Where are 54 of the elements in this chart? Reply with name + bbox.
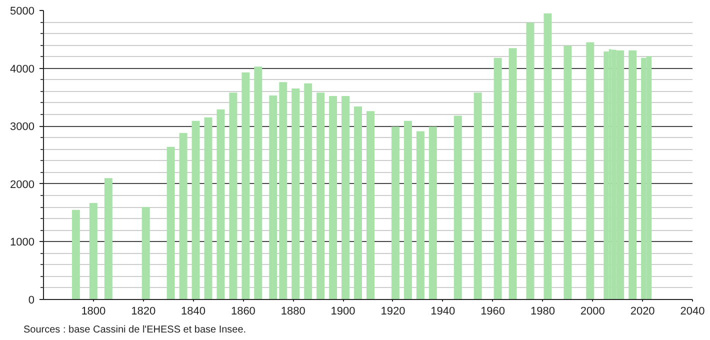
bar — [72, 210, 80, 300]
bar — [404, 120, 412, 300]
x-tick-label: 1920 — [380, 306, 406, 318]
bar — [204, 117, 212, 300]
x-tick-label: 1820 — [131, 306, 156, 318]
y-tick-label: 0 — [28, 294, 35, 306]
y-tick-label: 4000 — [10, 63, 35, 76]
bar — [304, 83, 312, 300]
source-note: Sources : base Cassini de l'EHESS et base Insee. — [24, 324, 246, 336]
bar — [216, 109, 225, 300]
x-tick-label: 1800 — [81, 306, 106, 318]
bar — [391, 126, 400, 300]
x-tick-label: 2020 — [630, 306, 655, 318]
x-tick-label: 1840 — [181, 306, 206, 318]
bar — [269, 95, 278, 300]
bar — [564, 46, 572, 300]
bar — [254, 66, 262, 300]
bar — [586, 42, 594, 300]
bar — [544, 13, 552, 300]
x-tick-label: 2040 — [680, 306, 705, 318]
x-tick-label: 1940 — [430, 306, 456, 318]
bar — [192, 120, 200, 300]
x-tick-label: 1860 — [230, 306, 256, 318]
bar — [242, 72, 250, 300]
bar — [428, 126, 437, 300]
bar — [474, 92, 482, 300]
bar — [342, 96, 350, 300]
bar — [89, 202, 98, 300]
x-tick-label: 1880 — [280, 306, 306, 318]
y-tick-label: 5000 — [10, 6, 35, 18]
bar — [329, 96, 338, 300]
bar — [366, 111, 374, 300]
y-tick-label: 1000 — [10, 236, 35, 249]
bar — [526, 22, 534, 300]
bar — [508, 48, 517, 300]
bar — [354, 106, 362, 300]
bar — [416, 131, 424, 300]
x-tick-label: 1900 — [330, 306, 356, 318]
bar — [316, 92, 325, 300]
y-tick-label: 3000 — [10, 121, 35, 134]
x-tick-label: 1980 — [530, 306, 555, 318]
bar — [142, 207, 150, 300]
bar — [166, 146, 175, 300]
bar — [628, 50, 637, 300]
y-tick-label: 2000 — [10, 178, 35, 191]
bar — [279, 82, 288, 300]
bar — [104, 178, 112, 300]
bar — [229, 92, 238, 300]
bar — [454, 116, 462, 300]
x-tick-label: 2000 — [580, 306, 605, 318]
bar — [292, 88, 300, 300]
bar — [494, 58, 502, 300]
x-tick-label: 1960 — [480, 306, 506, 318]
bar — [179, 133, 188, 300]
